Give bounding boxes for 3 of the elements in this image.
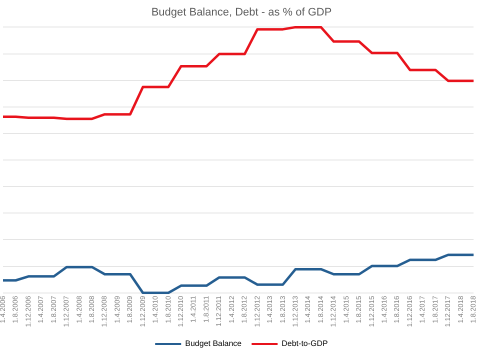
legend-label: Budget Balance <box>185 339 242 348</box>
chart-title: Budget Balance, Debt - as % of GDP <box>151 6 332 19</box>
legend-label: Debt-to-GDP <box>282 339 328 348</box>
